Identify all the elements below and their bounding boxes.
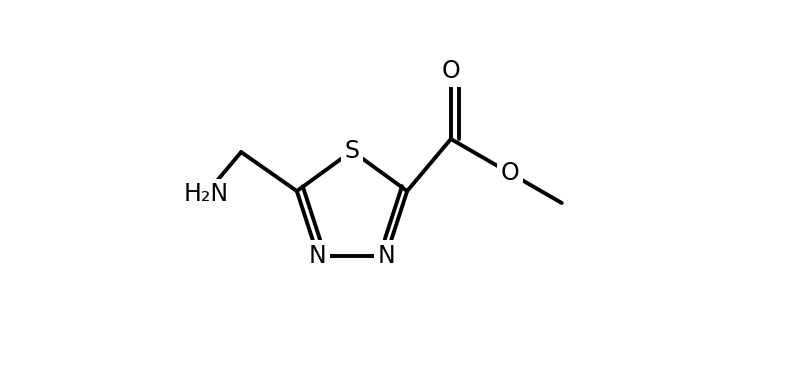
Text: H₂N: H₂N — [183, 182, 228, 206]
Text: N: N — [378, 244, 395, 268]
Text: O: O — [500, 161, 519, 185]
Text: O: O — [442, 59, 460, 83]
Text: N: N — [309, 244, 326, 268]
Text: S: S — [345, 139, 359, 163]
